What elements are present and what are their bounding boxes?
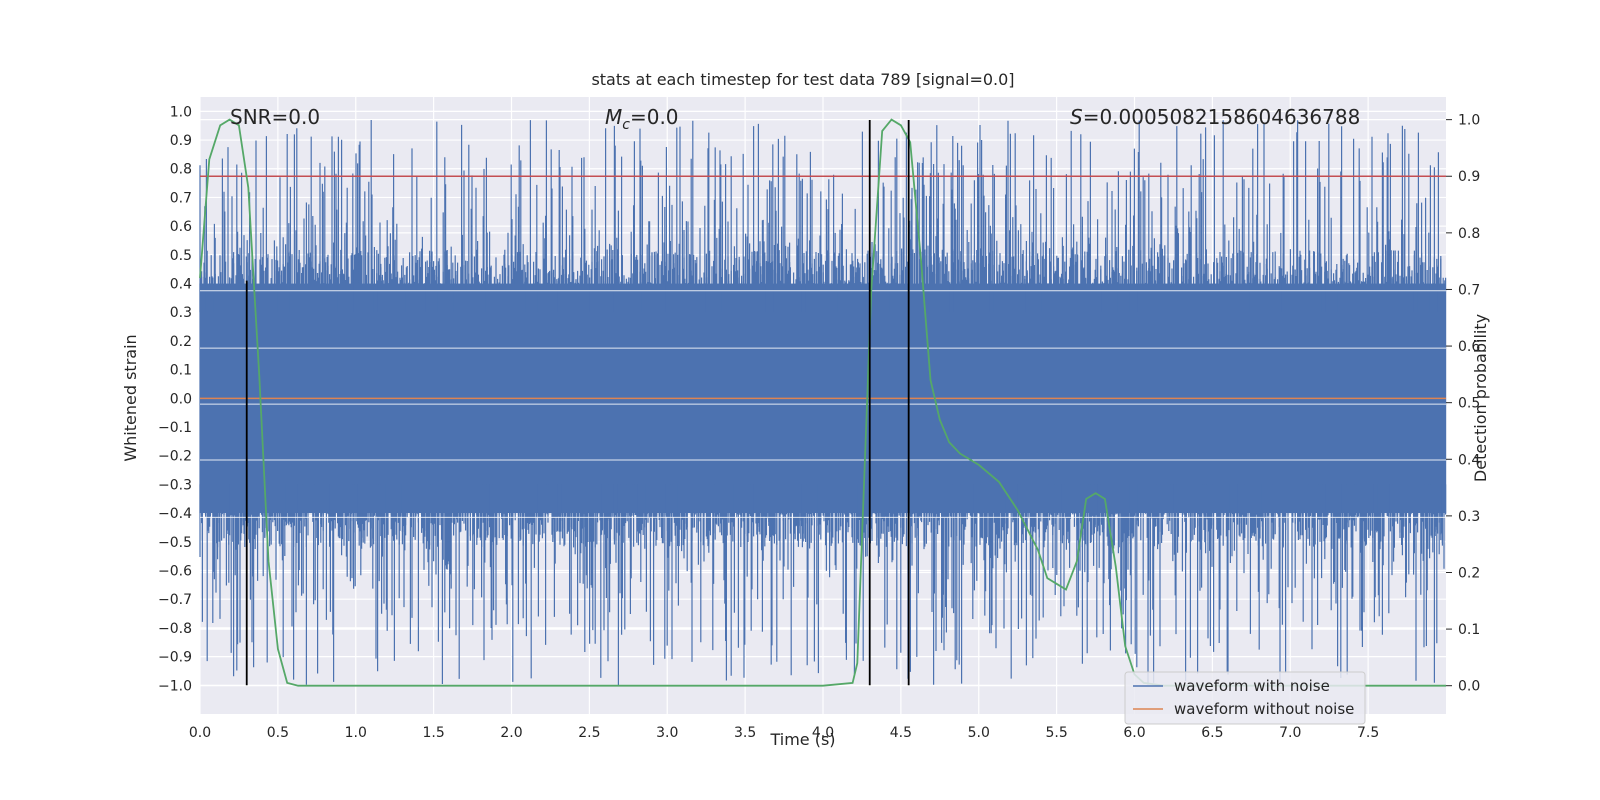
y2-tick-label: 0.1 xyxy=(1458,622,1480,638)
significance-symbol: S xyxy=(1070,105,1083,129)
y-tick-label: −0.9 xyxy=(158,650,192,666)
x-tick-label: 0.0 xyxy=(189,725,211,741)
x-tick-label: 5.0 xyxy=(968,725,990,741)
y-tick-label: −0.3 xyxy=(158,477,192,493)
y2-tick-label: 0.6 xyxy=(1458,339,1480,355)
y-tick-label: 0.1 xyxy=(170,363,192,379)
y2-tick-label: 0.3 xyxy=(1458,509,1480,525)
detection-probability-line xyxy=(199,118,1446,687)
noisy-waveform-spikes xyxy=(199,120,1447,686)
legend-label-noisy: waveform with noise xyxy=(1174,677,1330,695)
y-tick-label: 1.0 xyxy=(170,104,192,120)
x-tick-label: 5.5 xyxy=(1045,725,1067,741)
y-tick-label: −1.0 xyxy=(158,678,192,694)
chart-title: stats at each timestep for test data 789… xyxy=(591,70,1014,89)
significance-value: =0.0005082158604636788 xyxy=(1083,105,1361,129)
x-tick-label: 3.5 xyxy=(734,725,756,741)
chirp-mass-annotation: Mc=0.0 xyxy=(605,105,679,133)
x-tick-label: 1.0 xyxy=(345,725,367,741)
y-tick-label: 0.4 xyxy=(170,277,192,293)
x-tick-label: 6.0 xyxy=(1123,725,1145,741)
x-tick-label: 6.5 xyxy=(1201,725,1223,741)
x-axis-label: Time (s) xyxy=(769,730,835,749)
y2-tick-label: 0.5 xyxy=(1458,396,1480,412)
y-tick-label: 0.8 xyxy=(170,162,192,178)
x-tick-label: 4.5 xyxy=(890,725,912,741)
x-tick-label: 4.0 xyxy=(812,725,834,741)
chirp-mass-value: =0.0 xyxy=(630,105,679,129)
y-tick-label: −0.1 xyxy=(158,420,192,436)
x-tick-label: 3.0 xyxy=(656,725,678,741)
legend-label-clean: waveform without noise xyxy=(1174,700,1354,718)
y-tick-label: −0.8 xyxy=(158,621,192,637)
x-tick-label: 0.5 xyxy=(267,725,289,741)
y-tick-label: 0.6 xyxy=(170,219,192,235)
overlay-lines xyxy=(199,118,1446,687)
x-axis-ticks: 0.0 0.5 1.0 1.5 2.0 2.5 3.0 3.5 4.0 4.5 5.0 5.5 6.0 6… xyxy=(189,725,1379,741)
x-tick-label: 2.0 xyxy=(500,725,522,741)
chirp-mass-symbol: M xyxy=(605,105,622,129)
y-tick-label: −0.4 xyxy=(158,506,192,522)
y2-tick-label: 1.0 xyxy=(1458,113,1480,129)
legend-box xyxy=(1124,671,1366,725)
snr-annotation: SNR=0.0 xyxy=(230,105,320,129)
y-tick-label: 0.5 xyxy=(170,248,192,264)
x-tick-label: 7.5 xyxy=(1357,725,1379,741)
y2-tick-label: 0.0 xyxy=(1458,679,1480,695)
significance-annotation: S=0.0005082158604636788 xyxy=(1070,105,1360,129)
y2-axis-label: Detection probability xyxy=(1471,314,1490,482)
chirp-mass-subscript: c xyxy=(622,117,630,133)
y-tick-label: 0.9 xyxy=(170,133,192,149)
x-tick-label: 2.5 xyxy=(578,725,600,741)
noisy-waveform-series xyxy=(199,120,1447,686)
y-tick-label: −0.5 xyxy=(158,535,192,551)
y-tick-label: −0.2 xyxy=(158,449,192,465)
y-tick-label: 0.0 xyxy=(170,391,192,407)
y-axis-label: Whitened strain xyxy=(121,334,140,461)
y-tick-label: −0.6 xyxy=(158,564,192,580)
y-tick-label: 0.2 xyxy=(170,334,192,350)
y-tick-label: 0.3 xyxy=(170,305,192,321)
y-tick-label: −0.7 xyxy=(158,592,192,608)
x-tick-label: 1.5 xyxy=(422,725,444,741)
y-tick-label: 0.7 xyxy=(170,190,192,206)
y2-tick-label: 0.9 xyxy=(1458,169,1480,185)
y2-axis-ticks: 1.0 0.9 0.8 0.7 0.6 0.5 0.4 0.3 0.2 0.1 0.0 xyxy=(1446,113,1480,695)
y2-tick-label: 0.4 xyxy=(1458,452,1480,468)
y2-tick-label: 0.7 xyxy=(1458,282,1480,298)
x-tick-label: 7.0 xyxy=(1279,725,1301,741)
y-axis-ticks: 1.0 0.9 0.8 0.7 0.6 0.5 0.4 0.3 0.2 0.1 0.0 −0.1 −0.… xyxy=(158,104,192,694)
legend: waveform with noise waveform without noi… xyxy=(1124,671,1366,725)
y2-tick-label: 0.2 xyxy=(1458,565,1480,581)
y2-tick-label: 0.8 xyxy=(1458,226,1480,242)
